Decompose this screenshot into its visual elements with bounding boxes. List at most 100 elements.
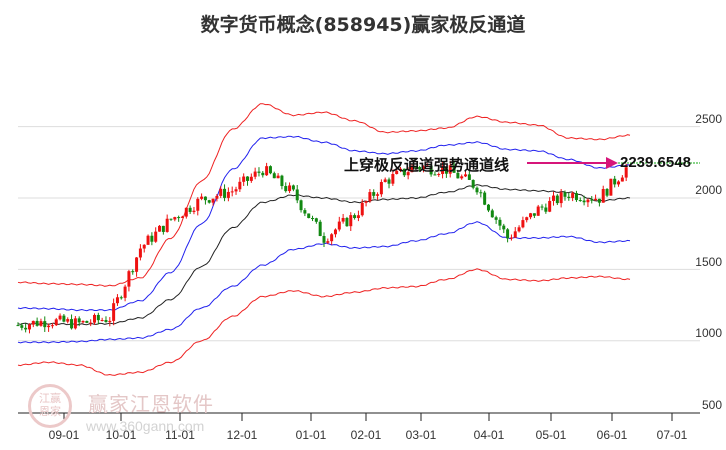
candle — [536, 206, 540, 216]
candle — [586, 199, 590, 203]
candle — [192, 210, 196, 212]
candle — [578, 200, 582, 202]
candle — [590, 199, 594, 201]
candle — [552, 195, 555, 201]
candle — [234, 189, 238, 192]
candle — [456, 172, 460, 179]
candle — [517, 227, 521, 232]
candle — [112, 303, 116, 321]
candle — [620, 177, 624, 182]
candle — [27, 324, 31, 330]
annotation-arrow — [527, 157, 618, 169]
candle — [43, 321, 47, 328]
inner_upper-line — [17, 135, 631, 312]
candle — [376, 194, 380, 196]
candle — [303, 210, 307, 214]
candle — [177, 217, 181, 219]
candle — [395, 170, 399, 175]
candle — [295, 189, 299, 201]
candle — [169, 218, 173, 220]
candle — [70, 319, 74, 329]
y-tick-label: 1000 — [695, 326, 722, 340]
candle — [360, 202, 364, 216]
candle — [341, 217, 345, 222]
candle — [272, 173, 276, 179]
candle — [548, 200, 552, 212]
candle — [291, 185, 295, 190]
candle — [284, 186, 288, 192]
candle — [601, 188, 605, 203]
candle — [345, 217, 349, 227]
candle — [609, 178, 613, 196]
candle — [349, 215, 353, 227]
candle — [414, 166, 418, 168]
candle — [211, 198, 215, 203]
candle — [421, 166, 425, 170]
candle — [146, 235, 150, 245]
candle — [238, 181, 242, 190]
candle — [368, 192, 372, 202]
candle — [441, 166, 445, 175]
annotation-value: 2239.6548 — [620, 154, 691, 171]
candle — [460, 176, 464, 179]
candle — [483, 192, 487, 205]
candle — [31, 320, 35, 325]
candle — [521, 220, 525, 228]
watermark-logo: 江 赢 恩 家 — [28, 384, 72, 428]
candle — [467, 174, 471, 180]
candle — [372, 192, 376, 196]
candle — [85, 320, 89, 323]
candle — [196, 198, 200, 211]
candle — [383, 179, 387, 183]
candle — [544, 207, 548, 212]
candle — [115, 297, 119, 304]
candle — [379, 182, 383, 195]
candle — [58, 315, 62, 320]
candle — [219, 188, 223, 196]
candle — [617, 181, 621, 185]
candle — [410, 166, 414, 173]
candle — [353, 215, 357, 219]
candle — [605, 188, 609, 196]
candle — [20, 325, 24, 328]
candle — [39, 321, 43, 326]
candle — [425, 165, 429, 167]
candle — [108, 320, 112, 323]
y-tick-label: 1500 — [695, 255, 722, 269]
candle — [356, 215, 360, 219]
candle — [418, 167, 422, 170]
candle — [529, 213, 533, 218]
candle — [571, 193, 575, 198]
candle — [567, 196, 571, 198]
candle — [150, 235, 154, 242]
candle — [223, 188, 227, 198]
candle — [154, 231, 158, 242]
candle — [613, 178, 617, 185]
candle — [475, 187, 479, 193]
x-tick-label: 02-01 — [350, 428, 382, 442]
candle — [207, 200, 211, 203]
candle — [138, 248, 142, 258]
candle — [597, 198, 601, 203]
y-tick-label: 2000 — [695, 183, 722, 197]
candle — [158, 225, 162, 232]
x-tick-label: 05-01 — [535, 428, 567, 442]
y-tick-label: 2500 — [695, 112, 722, 126]
candle — [93, 314, 96, 323]
candle — [299, 200, 303, 211]
candle — [81, 320, 85, 323]
x-tick-label: 01-01 — [295, 428, 327, 442]
candle — [402, 168, 406, 176]
candle — [249, 176, 253, 181]
candle — [506, 229, 510, 239]
x-tick-label: 04-01 — [473, 428, 505, 442]
candle — [582, 200, 586, 203]
chart-title: 数字货币概念(858945)赢家极反通道 — [200, 14, 526, 36]
candle — [563, 192, 567, 197]
candle — [77, 318, 81, 323]
candle — [479, 192, 483, 194]
middle-line — [17, 184, 631, 326]
candle — [490, 210, 494, 218]
x-axis-ticks — [63, 413, 673, 421]
candle — [226, 191, 230, 198]
